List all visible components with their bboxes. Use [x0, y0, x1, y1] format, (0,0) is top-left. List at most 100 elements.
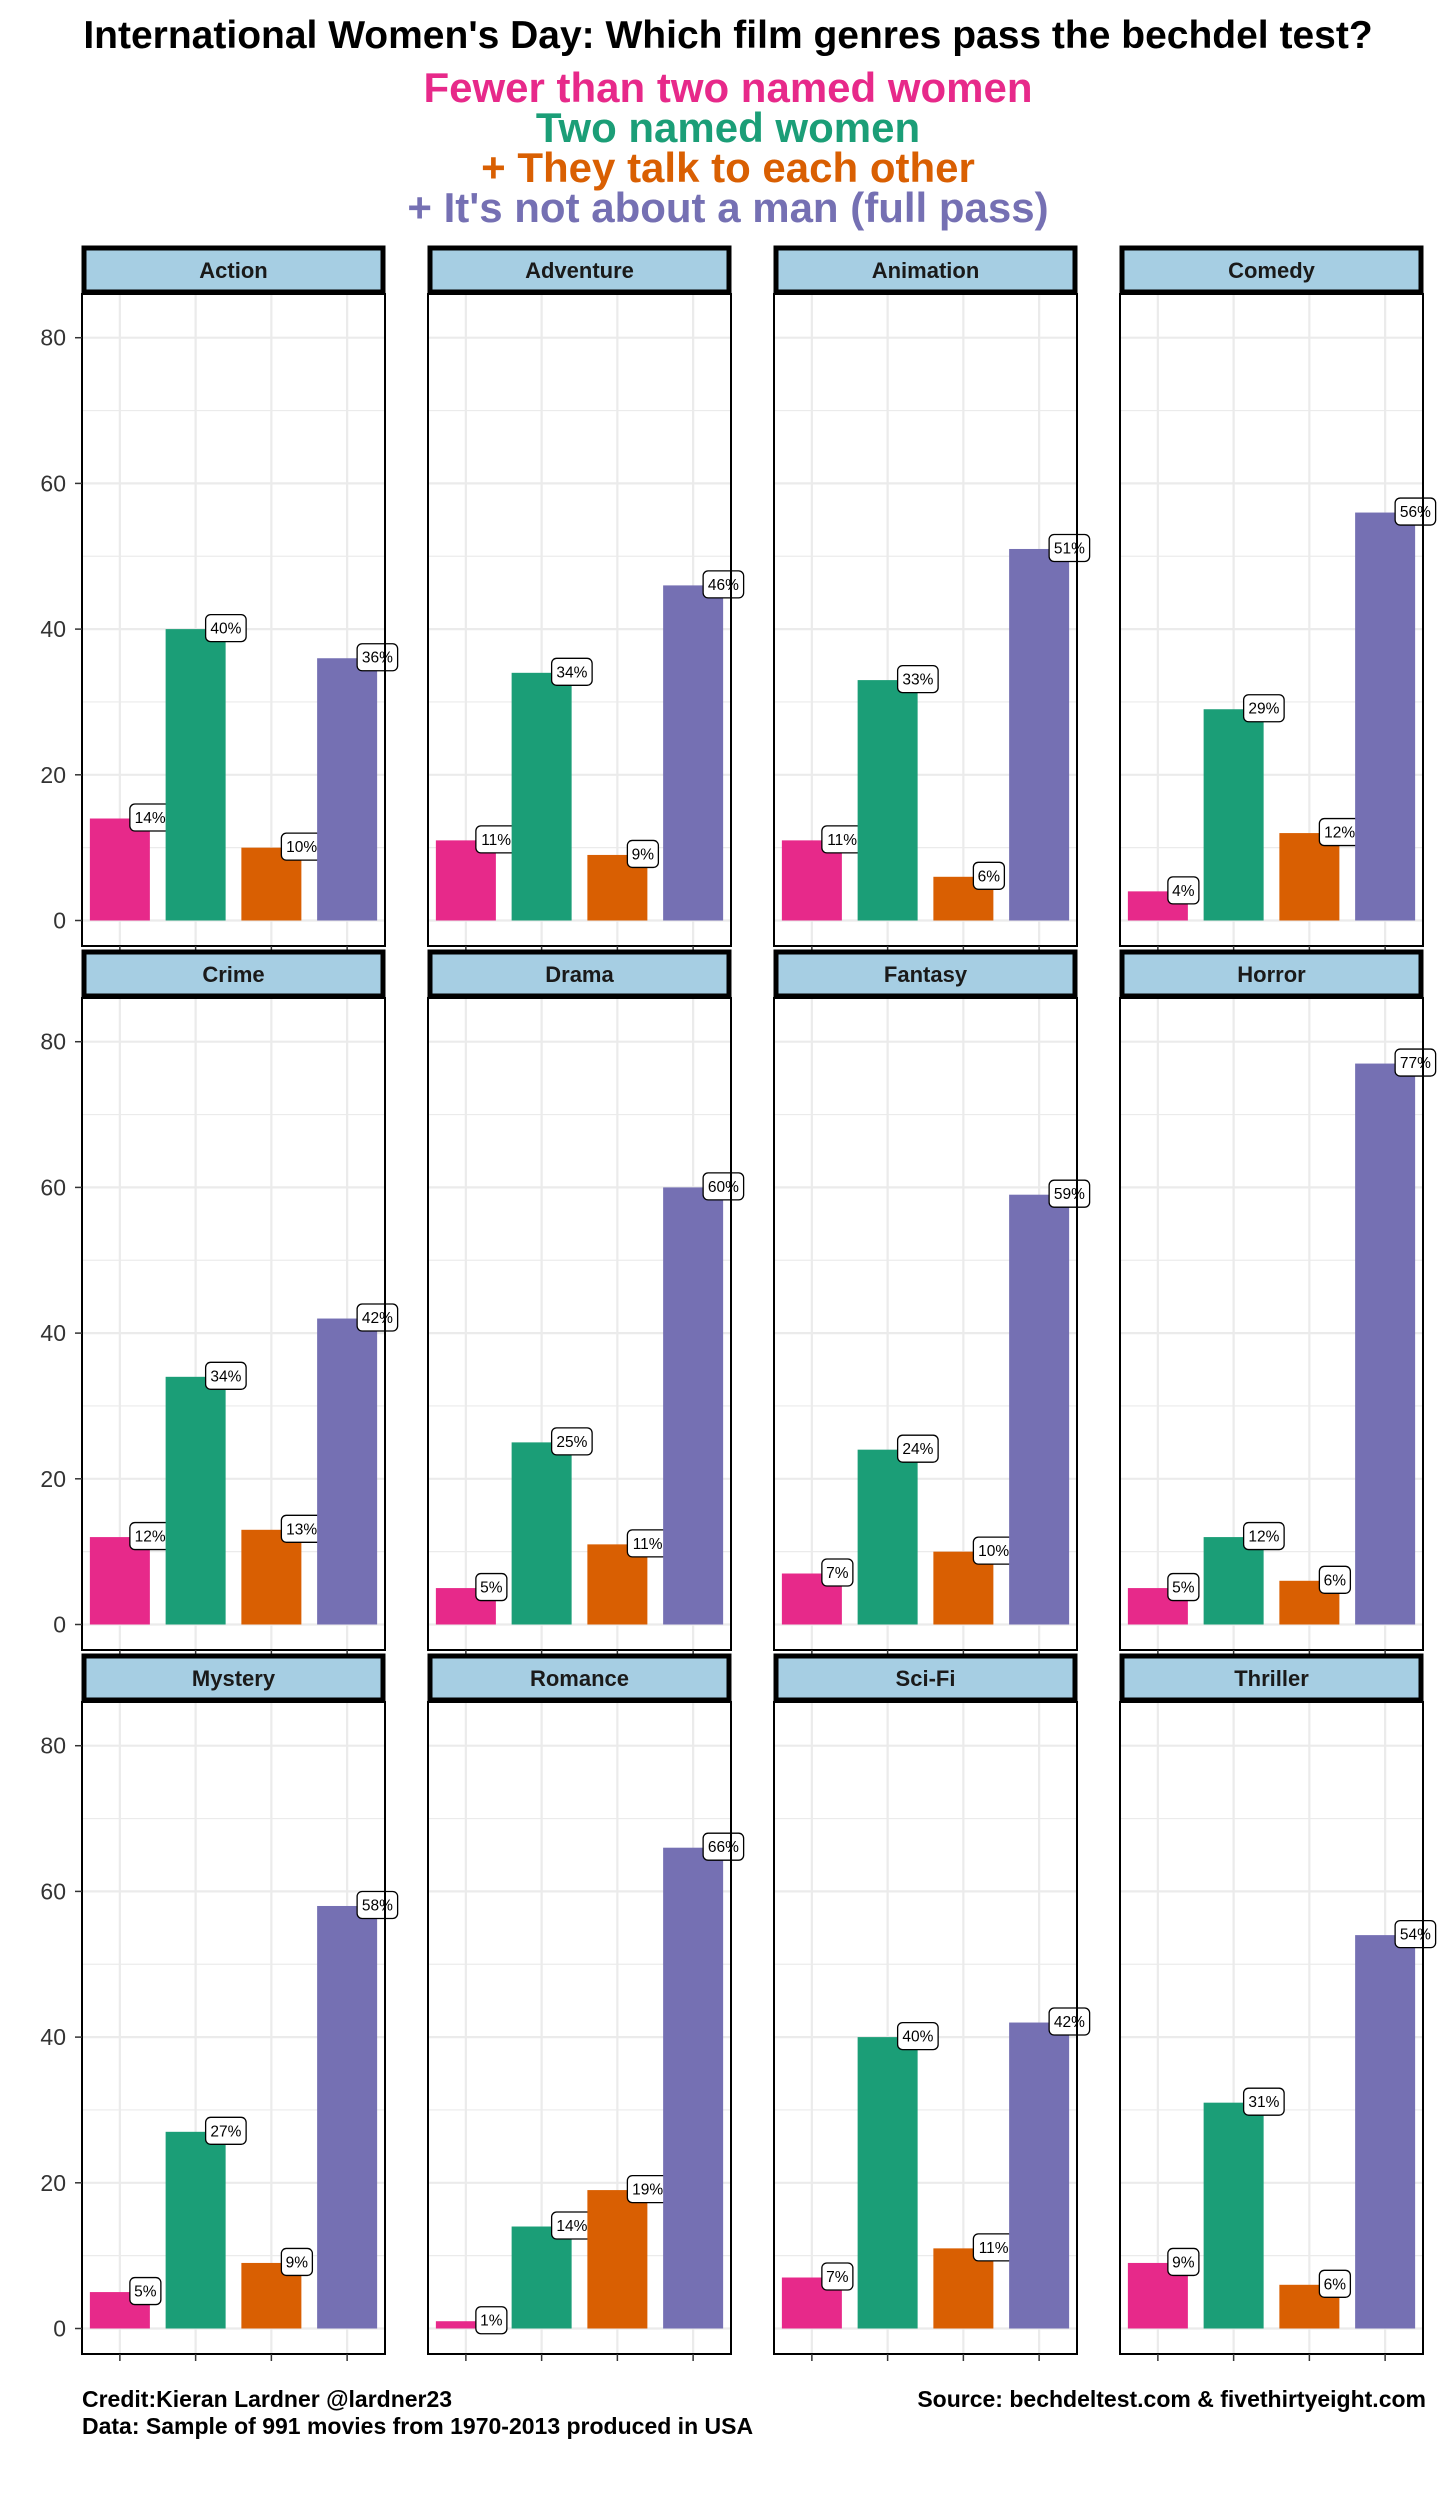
facet-romance: 1% 14% 19% 66% Romance: [427, 1653, 745, 2361]
data-label: 13%: [280, 1514, 323, 1543]
data-label-box: [1318, 2269, 1352, 2298]
y-tick-label: 80: [40, 1029, 66, 1055]
data-label-text: 46%: [708, 577, 739, 594]
data-label-box: [896, 1434, 939, 1463]
data-label-box: [204, 613, 247, 643]
data-label-box: [1048, 1179, 1091, 1208]
data-label-text: 1%: [480, 2313, 503, 2330]
legend-item-full-pass: + It's not about a man (full pass): [407, 184, 1049, 231]
credit-text: Credit:Kieran Lardner @lardner23: [82, 2386, 453, 2412]
data-note: Data: Sample of 991 movies from 1970-201…: [82, 2413, 754, 2439]
facet-strip-label: Thriller: [1234, 1666, 1309, 1691]
data-label: 11%: [972, 2233, 1015, 2262]
bar-romance-4: [663, 1847, 724, 2329]
data-label-text: 24%: [902, 1441, 933, 1458]
data-label-text: 42%: [1054, 2014, 1085, 2031]
data-label: 14%: [129, 803, 172, 832]
data-label-box: [1242, 1521, 1285, 1551]
data-label: 33%: [896, 664, 939, 694]
data-label-text: 12%: [1324, 825, 1355, 842]
y-axis: 0 20 40 60 80: [40, 1733, 82, 2342]
data-label-box: [626, 839, 660, 869]
data-label-text: 6%: [1324, 2276, 1347, 2293]
bar-sci-fi-2: [857, 2037, 918, 2329]
bar-adventure-1: [435, 840, 496, 921]
bar-horror-2: [1203, 1537, 1264, 1625]
facet-sci-fi: 7% 40% 11% 42% Sci-Fi: [773, 1653, 1091, 2361]
data-label: 11%: [626, 1529, 669, 1558]
data-label-text: 56%: [1400, 504, 1431, 521]
data-label-text: 40%: [902, 2029, 933, 2046]
data-label-box: [475, 1572, 508, 1602]
footer-source: Source: bechdeltest.com & fivethirtyeigh…: [917, 2386, 1426, 2412]
facet-strip: [773, 949, 1078, 999]
facet-strip-label: Comedy: [1228, 258, 1316, 283]
data-label-text: 42%: [362, 1310, 393, 1327]
bar-mystery-2: [165, 2131, 226, 2329]
data-label: 1%: [475, 2306, 508, 2335]
data-label: 42%: [1048, 2007, 1091, 2036]
data-label: 66%: [702, 1832, 745, 1861]
data-label: 6%: [1318, 1565, 1352, 1594]
data-label-text: 11%: [481, 832, 511, 849]
bar-romance-2: [511, 2226, 572, 2329]
bar-romance-1: [435, 2321, 496, 2329]
data-label: 12%: [1318, 817, 1361, 847]
data-label: 77%: [1394, 1048, 1437, 1077]
bar-animation-4: [1009, 548, 1070, 921]
data-label-text: 11%: [633, 1536, 663, 1553]
bar-animation-1: [781, 840, 842, 921]
data-label-text: 77%: [1400, 1055, 1431, 1072]
data-label-text: 66%: [708, 1839, 739, 1856]
bar-crime-4: [317, 1318, 378, 1625]
data-label-text: 12%: [1248, 1529, 1279, 1546]
data-label-text: 40%: [210, 621, 241, 638]
facet-strip: [773, 1653, 1078, 1703]
facet-strip-label: Sci-Fi: [896, 1666, 956, 1691]
data-label-text: 34%: [556, 664, 587, 681]
data-label-box: [356, 1890, 399, 1920]
data-label-box: [1394, 497, 1437, 526]
data-label: 6%: [1318, 2269, 1352, 2298]
data-label-box: [702, 1172, 745, 1201]
data-label-box: [475, 2306, 508, 2335]
bar-mystery-4: [317, 1905, 378, 2329]
data-label: 54%: [1394, 1919, 1437, 1949]
data-label: 11%: [475, 825, 518, 854]
facet-comedy: 4% 29% 12% 56% Comedy: [1119, 245, 1437, 953]
data-label-text: 58%: [362, 1897, 393, 1914]
data-label-text: 7%: [826, 2269, 849, 2286]
y-tick-label: 20: [40, 2170, 66, 2196]
data-label-box: [1167, 2247, 1200, 2277]
data-label: 6%: [972, 861, 1006, 890]
data-label-text: 54%: [1400, 1927, 1431, 1944]
legend-item-talk: + They talk to each other: [481, 144, 975, 191]
data-label-text: 9%: [1172, 2254, 1195, 2271]
data-label: 11%: [821, 825, 864, 854]
data-label: 59%: [1048, 1179, 1091, 1208]
data-label-text: 5%: [134, 2284, 157, 2301]
data-label-box: [702, 570, 745, 599]
data-label: 36%: [356, 643, 399, 672]
data-label-box: [356, 1303, 399, 1332]
facet-adventure: 11% 34% 9% 46% Adventure: [427, 245, 745, 953]
data-label-box: [1048, 2007, 1091, 2036]
data-label: 58%: [356, 1890, 399, 1920]
data-label-text: 9%: [632, 846, 655, 863]
y-tick-label: 40: [40, 2024, 66, 2050]
bar-drama-2: [511, 1442, 572, 1625]
data-label-text: 19%: [632, 2182, 663, 2199]
data-label: 5%: [475, 1572, 508, 1602]
data-label: 14%: [550, 2211, 593, 2240]
facet-fantasy: 7% 24% 10% 59% Fantasy: [773, 949, 1091, 1657]
facet-strip-label: Drama: [545, 962, 614, 987]
y-tick-label: 80: [40, 325, 66, 351]
bar-crime-2: [165, 1376, 226, 1625]
bar-action-4: [317, 658, 378, 921]
facet-strip-label: Animation: [872, 258, 980, 283]
y-tick-label: 40: [40, 1320, 66, 1346]
bar-drama-3: [587, 1544, 648, 1625]
data-label-box: [1318, 1565, 1352, 1594]
data-label-text: 59%: [1054, 1186, 1085, 1203]
data-label-text: 10%: [286, 839, 317, 856]
